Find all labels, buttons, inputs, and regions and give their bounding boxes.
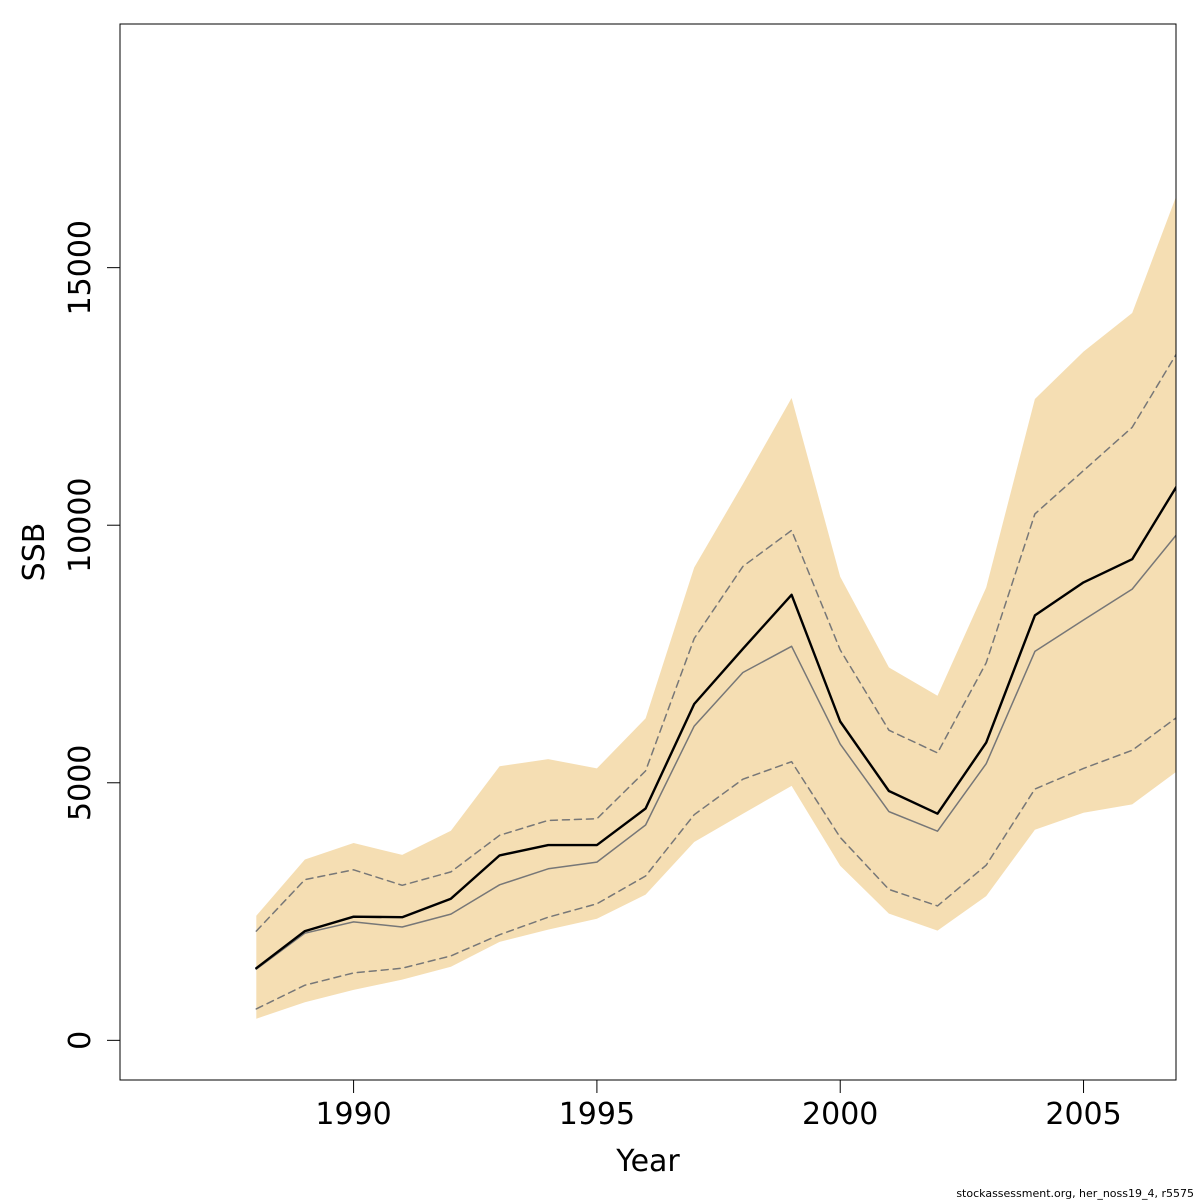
y-tick-label: 5000	[63, 745, 98, 821]
x-tick-label: 1990	[315, 1097, 391, 1132]
x-tick-label: 2005	[1045, 1097, 1121, 1132]
y-axis-title: SSB	[17, 523, 52, 582]
x-tick-label: 1995	[559, 1097, 635, 1132]
y-tick-label: 0	[63, 1031, 98, 1050]
plot-area	[255, 196, 1176, 1019]
series-line-ssb-estimate	[255, 485, 1176, 970]
credit-footnote: stockassessment.org, her_noss19_4, r5575	[956, 1187, 1194, 1200]
x-axis: 1990 1995 2000 2005	[315, 1080, 1122, 1132]
series-layer	[255, 353, 1176, 1010]
x-axis-title: Year	[615, 1144, 680, 1179]
series-line-reference-lower	[255, 716, 1176, 1010]
plot-frame	[119, 23, 1177, 1081]
series-line-reference-median	[255, 534, 1176, 970]
y-tick-label: 10000	[63, 477, 98, 572]
y-tick-label: 15000	[63, 220, 98, 315]
series-line-reference-upper	[255, 353, 1176, 932]
x-tick-label: 2000	[802, 1097, 878, 1132]
y-axis: 0 5000 10000 15000	[63, 220, 120, 1050]
confidence-band	[256, 196, 1176, 1019]
